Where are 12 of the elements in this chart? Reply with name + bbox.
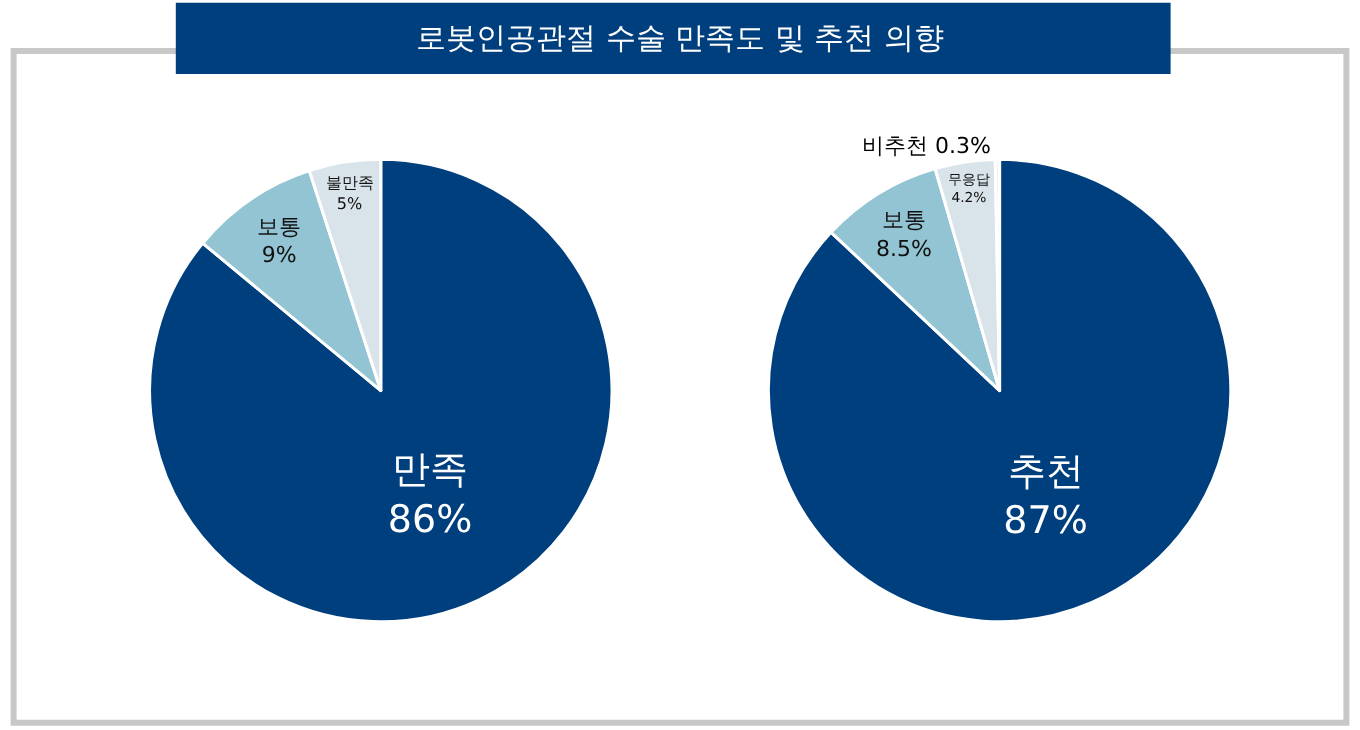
slice-label: 비추천 0.3% xyxy=(862,133,991,160)
data-label: 87% xyxy=(1003,499,1088,544)
data-label: 9% xyxy=(261,242,297,269)
slice-label: 추천 xyxy=(1007,449,1084,494)
text: 로봇인공관절 수술 만족도 및 추천 의향 xyxy=(416,20,944,56)
pie-slice xyxy=(148,157,614,623)
data-label: 8.5% xyxy=(876,235,932,262)
slice-label: 보통 xyxy=(882,207,927,234)
slice-label: 만족 xyxy=(392,448,469,493)
data-label: 86% xyxy=(387,497,473,542)
slice-label: 보통 xyxy=(257,213,302,240)
pie-slice xyxy=(766,157,1233,624)
